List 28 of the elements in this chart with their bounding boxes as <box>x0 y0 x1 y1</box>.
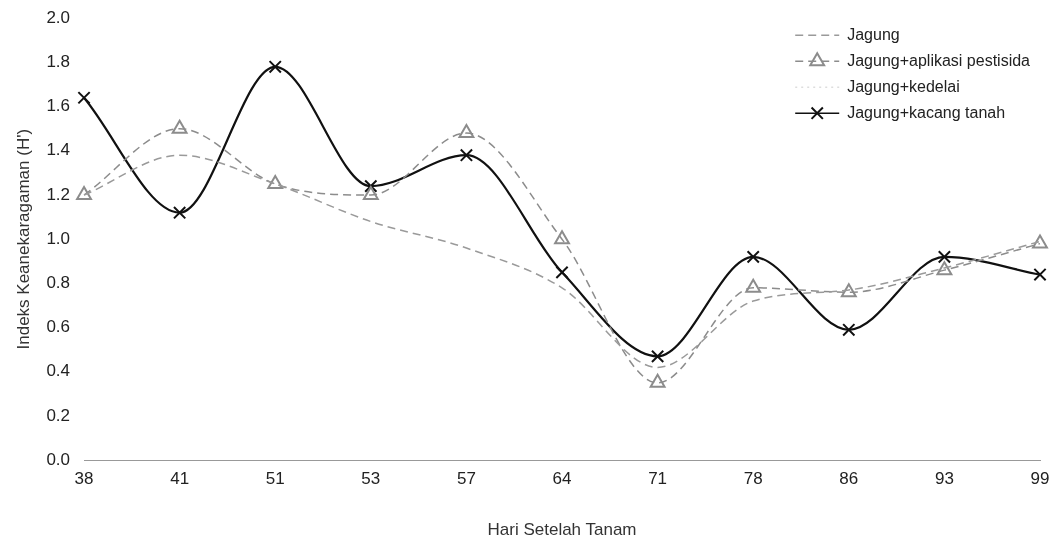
y-tick-label: 0.4 <box>46 361 71 381</box>
x-tick-label: 64 <box>552 469 572 489</box>
y-tick-label: 0.6 <box>46 317 71 337</box>
y-tick-label: 2.0 <box>46 7 71 27</box>
legend-label: Jagung+kacang tanah <box>847 103 1006 121</box>
y-tick-label: 0.0 <box>46 449 71 469</box>
y-tick-label: 0.8 <box>46 273 71 293</box>
x-tick-label: 99 <box>1030 469 1050 489</box>
y-tick-label: 1.4 <box>46 140 71 160</box>
x-tick-label: 57 <box>456 469 476 489</box>
y-axis-title: Indeks Keanekaragaman (H') <box>13 128 33 350</box>
x-tick-label: 51 <box>265 469 285 489</box>
x-tick-label: 38 <box>74 469 94 489</box>
y-tick-label: 1.8 <box>46 52 71 72</box>
legend-label: Jagung+kedelai <box>847 77 960 95</box>
y-tick-label: 1.0 <box>46 228 71 248</box>
y-tick-label: 0.2 <box>46 405 71 425</box>
x-tick-label: 71 <box>648 469 668 489</box>
legend-label: Jagung+aplikasi pestisida <box>847 51 1031 69</box>
x-tick-label: 93 <box>934 469 954 489</box>
y-tick-label: 1.2 <box>46 184 71 204</box>
x-tick-label: 86 <box>839 469 859 489</box>
x-axis-title: Hari Setelah Tanam <box>487 520 637 540</box>
x-tick-label: 53 <box>361 469 381 489</box>
legend-label: Jagung <box>847 25 900 43</box>
x-tick-label: 78 <box>743 469 763 489</box>
y-tick-label: 1.6 <box>46 96 71 116</box>
x-tick-label: 41 <box>170 469 190 489</box>
